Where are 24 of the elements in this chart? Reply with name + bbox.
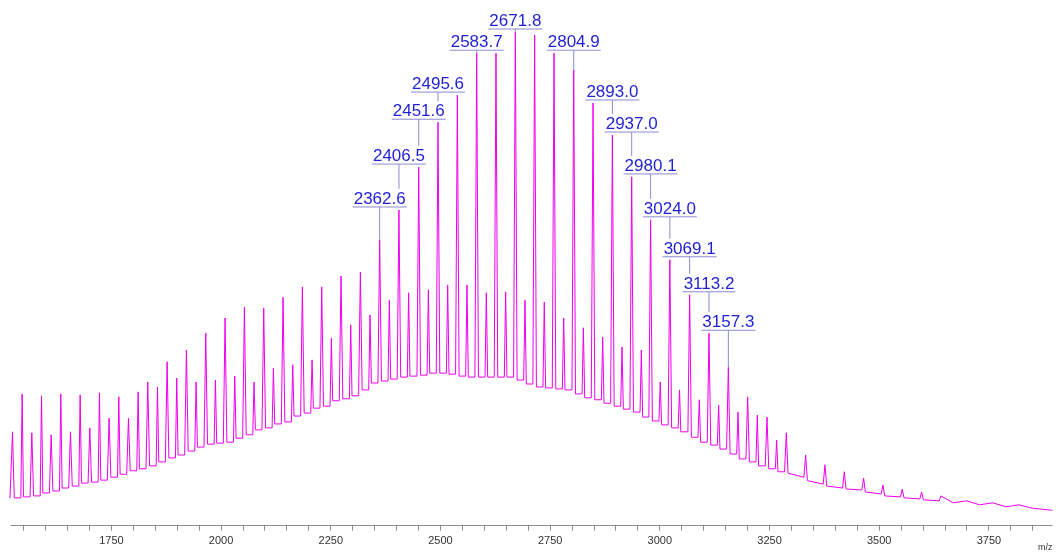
annotation: 2583.7 bbox=[450, 32, 503, 52]
annotation: 2362.6 bbox=[353, 188, 406, 208]
annotation: 3069.1 bbox=[663, 238, 716, 258]
x-axis-title: m/z bbox=[1038, 541, 1053, 552]
x-tick-label: 1750 bbox=[99, 533, 124, 546]
annotation: 2804.9 bbox=[547, 32, 600, 52]
annotation: 3113.2 bbox=[683, 273, 735, 293]
annotation: 2980.1 bbox=[624, 155, 677, 175]
annotation: 2451.6 bbox=[392, 101, 445, 121]
x-tick-label: 2750 bbox=[537, 533, 563, 546]
annotation: 3157.3 bbox=[702, 312, 755, 332]
x-tick-label: 2000 bbox=[208, 533, 234, 546]
annotation: 3024.0 bbox=[643, 198, 696, 218]
annotation: 2495.6 bbox=[412, 74, 465, 94]
x-tick-label: 3000 bbox=[647, 533, 673, 546]
annotation: 2893.0 bbox=[586, 81, 639, 101]
x-tick-label: 3250 bbox=[757, 533, 782, 546]
annotation: 2937.0 bbox=[605, 114, 658, 134]
annotation: 2671.8 bbox=[489, 11, 542, 30]
x-tick-label: 2250 bbox=[318, 533, 344, 546]
x-tick-label: 3750 bbox=[976, 533, 1002, 546]
x-tick-label: 3500 bbox=[866, 533, 892, 546]
annotation: 2406.5 bbox=[372, 146, 425, 166]
x-tick-label: 2500 bbox=[428, 533, 453, 546]
